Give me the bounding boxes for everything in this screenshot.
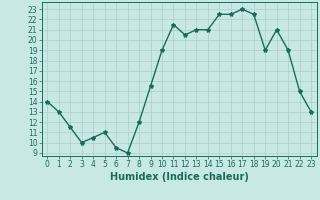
X-axis label: Humidex (Indice chaleur): Humidex (Indice chaleur) bbox=[110, 172, 249, 182]
